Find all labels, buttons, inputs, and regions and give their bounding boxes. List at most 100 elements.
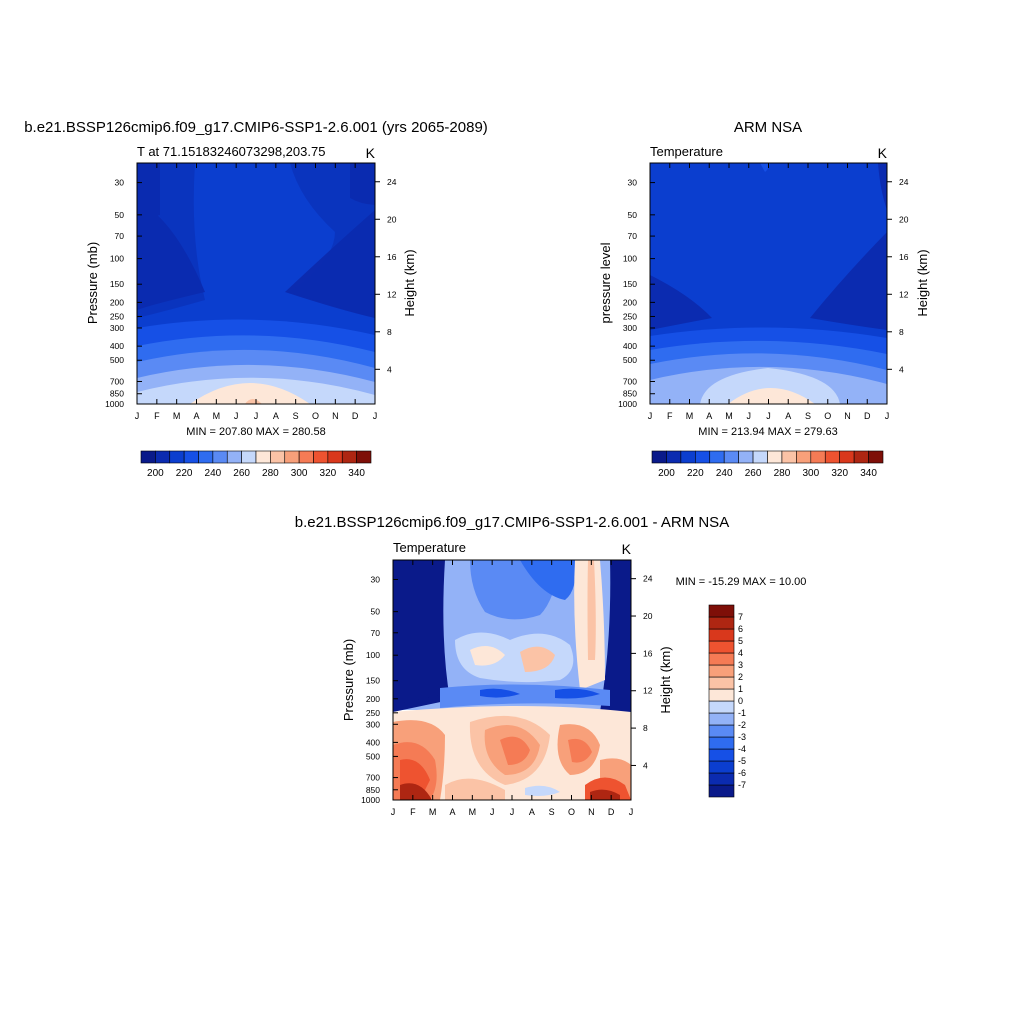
y-tick-label: 70 [371,628,381,638]
colorbar-swatch [284,450,300,464]
colorbar-swatch [356,450,372,464]
colorbar-swatch [708,640,735,654]
colorbar-swatch [327,450,343,464]
y-tick-label: 200 [623,297,637,307]
y-tick-label: 30 [371,575,381,585]
colorbar-label: -4 [738,744,746,754]
panel-model: b.e21.BSSP126cmip6.f09_g17.CMIP6-SSP1-2.… [24,119,488,479]
colorbar-label: 260 [233,468,250,479]
x-tick-label: S [293,411,299,421]
y-tick-label: 850 [623,389,637,399]
colorbar-label: -3 [738,732,746,742]
x-tick-label: M [725,411,733,421]
x-tick-label: N [844,411,851,421]
y-tick-label: 150 [623,279,637,289]
x-tick-label: J [648,411,653,421]
y-tick-label: 850 [110,389,124,399]
colorbar-swatch [680,450,696,464]
colorbar-swatch [708,676,735,690]
colorbar-swatch [708,604,735,618]
colorbar-label: 220 [176,468,193,479]
y-tick-label: 700 [110,376,124,386]
panel-diff-title: b.e21.BSSP126cmip6.f09_g17.CMIP6-SSP1-2.… [295,514,729,531]
colorbar-swatch [796,450,812,464]
colorbar-swatch [708,772,735,786]
colorbar-label: 4 [738,648,743,658]
x-tick-label: A [449,807,455,817]
colorbar-swatch [708,616,735,630]
y-right-tick-label: 4 [643,760,648,770]
x-tick-label: A [273,411,279,421]
colorbar-swatch [708,700,735,714]
colorbar-swatch [198,450,214,464]
x-tick-label: J [747,411,752,421]
y-tick-label: 700 [623,376,637,386]
panel-model-right-string: K [366,145,376,161]
colorbar-label: -5 [738,756,746,766]
y-tick-label: 100 [366,650,380,660]
x-tick-label: A [706,411,712,421]
panel-diff-right-string: K [622,541,632,557]
x-tick-label: S [549,807,555,817]
y-right-tick-label: 20 [899,214,909,224]
colorbar-swatch [341,450,357,464]
x-tick-label: O [824,411,831,421]
colorbar-label: 340 [348,468,365,479]
x-tick-label: J [135,411,140,421]
colorbar-swatch [708,760,735,774]
y-tick-label: 70 [115,231,125,241]
colorbar-label: -6 [738,768,746,778]
y-tick-label: 300 [110,323,124,333]
y-tick-label: 150 [110,279,124,289]
colorbar-swatch [651,450,667,464]
x-tick-label: J [391,807,396,817]
y-right-tick-label: 12 [387,289,397,299]
y-right-tick-label: 12 [643,686,653,696]
y-tick-label: 30 [115,178,125,188]
colorbar-swatch [226,450,242,464]
colorbar-swatch [708,724,735,738]
y-right-tick-label: 8 [387,327,392,337]
x-tick-label: J [766,411,771,421]
y-tick-label: 250 [623,311,637,321]
colorbar-swatch [781,450,797,464]
y-tick-label: 500 [366,751,380,761]
colorbar-swatch [708,628,735,642]
colorbar-swatch [709,450,725,464]
colorbar-label: 2 [738,672,743,682]
colorbar-label: 6 [738,624,743,634]
y-right-tick-label: 16 [899,252,909,262]
panel-obs-title: ARM NSA [734,119,802,136]
colorbar-label: -7 [738,780,746,790]
panel-model-ylabel: Pressure (mb) [85,242,100,324]
x-tick-label: F [667,411,673,421]
x-tick-label: M [469,807,477,817]
colorbar-swatch [824,450,840,464]
x-tick-label: N [332,411,339,421]
colorbar-swatch [767,450,783,464]
colorbar-swatch [868,450,884,464]
x-tick-label: A [529,807,535,817]
x-tick-label: D [864,411,871,421]
panel-obs-ylabel-right: Height (km) [915,249,930,316]
panel-diff-ylabel: Pressure (mb) [341,639,356,721]
y-tick-label: 50 [115,210,125,220]
y-tick-label: 250 [366,708,380,718]
colorbar-swatch [140,450,156,464]
x-tick-label: J [490,807,495,817]
y-right-tick-label: 16 [387,252,397,262]
y-tick-label: 500 [623,355,637,365]
colorbar-label: 200 [147,468,164,479]
y-right-tick-label: 12 [899,289,909,299]
panel-obs-left-string: Temperature [650,144,723,159]
panel-diff: b.e21.BSSP126cmip6.f09_g17.CMIP6-SSP1-2.… [295,514,807,817]
colorbar-swatch [839,450,855,464]
x-tick-label: M [429,807,437,817]
y-tick-label: 200 [110,297,124,307]
panel-model-field [137,163,375,404]
x-tick-label: J [234,411,239,421]
colorbar-swatch [666,450,682,464]
